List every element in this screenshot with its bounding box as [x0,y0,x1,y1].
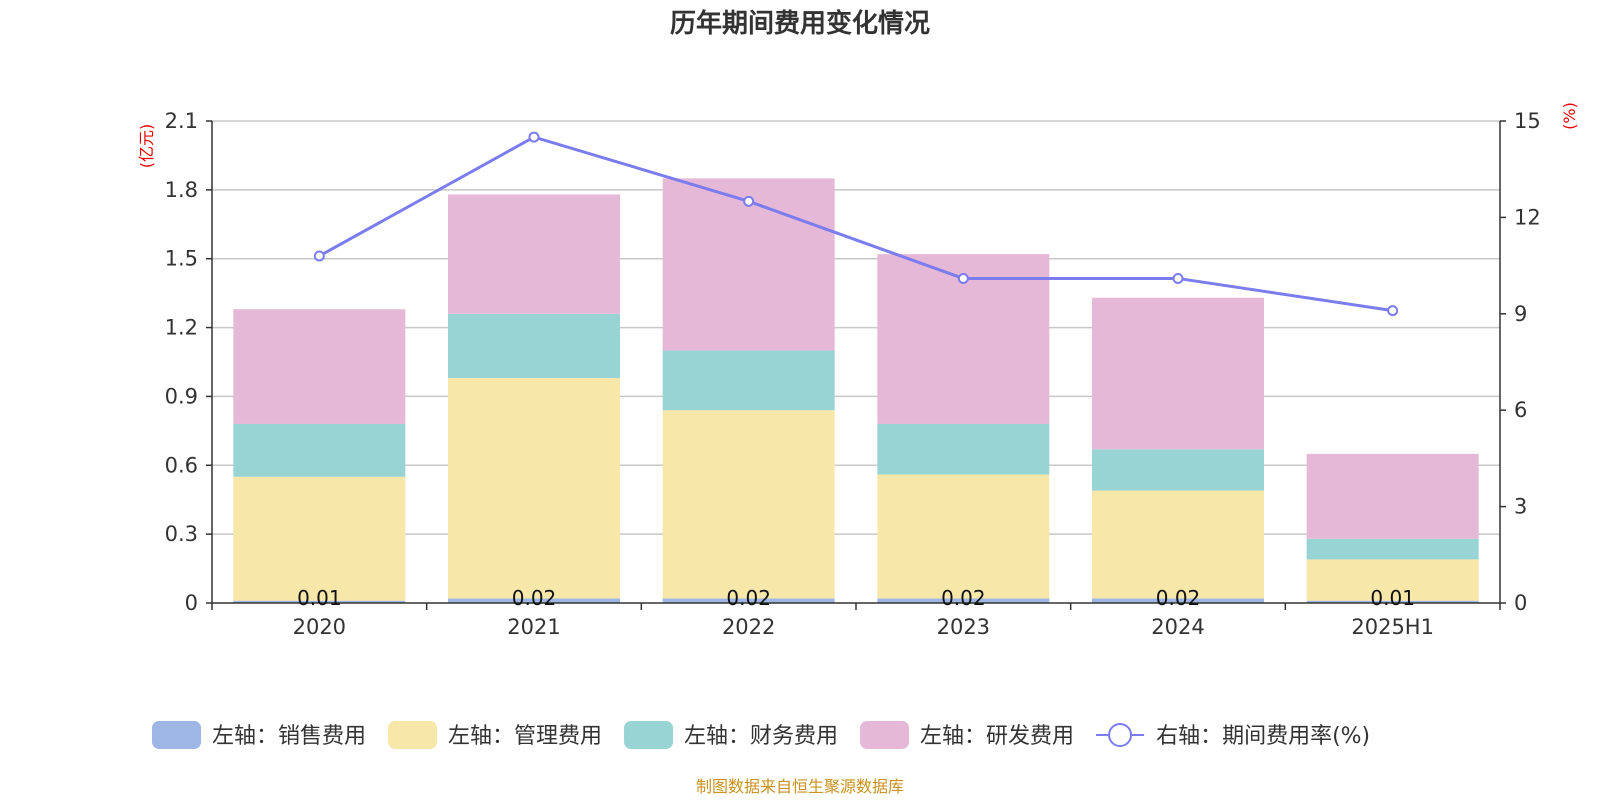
rate-point [1387,305,1399,317]
left-axis-tick-label: 0 [185,591,198,615]
bar-sales [448,598,620,603]
legend-swatch-rnd [860,721,910,749]
bar-rnd [448,194,620,314]
legend-label-rate: 右轴：期间费用率(%) [1156,724,1370,749]
left-axis-tick-label: 1.2 [165,316,198,340]
axes: 0 0.3 0.6 0.9 1.2 1.5 1.8 2.1 0 3 6 9 12 15 2020 2021 20… [165,109,1541,639]
rate-point [528,131,540,143]
left-axis-tick-label: 0.3 [165,522,198,546]
rate-point [1172,272,1184,284]
rate-line [318,135,1393,313]
x-axis-tick-label: 2024 [1151,615,1204,639]
right-axis-unit: (%) [1560,102,1579,130]
right-axis-tick-label: 12 [1514,205,1541,229]
legend-label-admin: 左轴：管理费用 [448,724,602,749]
bar-sales [877,598,1050,603]
rate-point [743,195,755,207]
bar-sales [1092,598,1264,603]
chart-title: 历年期间费用变化情况 [670,8,930,39]
bar-sales [1306,600,1479,603]
left-axis-unit: (亿元) [137,124,156,169]
left-axis-tick-label: 0.9 [165,384,198,408]
gridlines [212,120,1500,535]
bar-finance [662,350,835,411]
x-axis-tick-label: 2025H1 [1351,615,1434,639]
x-axis-tick-label: 2023 [937,615,990,639]
bar-finance [233,423,406,477]
data-label-sales: 0.02 [941,586,986,610]
bar-rnd [233,309,406,424]
legend-swatch-marker [1108,723,1133,747]
bar-sales [662,598,835,603]
data-label-sales: 0.01 [1370,586,1415,610]
legend-label-finance: 左轴：财务费用 [684,724,838,749]
data-label-sales: 0.02 [1156,586,1201,610]
bar-admin [877,474,1050,599]
rate-point [313,250,325,262]
bar-admin [448,378,620,599]
x-axis-tick-label: 2021 [507,615,560,639]
data-label-sales: 0.01 [297,586,342,610]
rate-point [957,272,969,284]
bar-admin [662,410,835,599]
bar-sales [233,600,406,603]
bar-rnd [662,178,835,351]
bar-layer [233,178,1479,603]
rate-line-layer [313,131,1399,317]
bar-finance [1092,449,1264,491]
right-axis-tick-label: 15 [1514,109,1541,133]
legend-swatch-admin [388,721,438,749]
right-axis-tick-label: 6 [1514,398,1527,422]
bar-finance [1306,538,1479,560]
bar-rnd [1092,297,1264,450]
bar-finance [877,423,1050,475]
left-axis-tick-label: 1.5 [165,247,198,271]
data-label-layer: 0.01 0.02 0.02 0.02 0.02 0.01 [297,586,1415,610]
right-axis-tick-label: 9 [1514,302,1527,326]
data-label-sales: 0.02 [512,586,557,610]
legend-swatch-finance [624,721,674,749]
x-axis-tick-label: 2020 [293,615,346,639]
data-label-sales: 0.02 [726,586,771,610]
bar-admin [1092,490,1264,599]
bar-rnd [1306,453,1479,539]
left-axis-tick-label: 0.6 [165,453,198,477]
bar-admin [1306,559,1479,601]
bar-admin [233,476,406,601]
legend-label-sales: 左轴：销售费用 [212,724,366,749]
legend-swatch-sales [152,721,201,749]
left-axis-tick-label: 2.1 [165,109,198,133]
right-axis-tick-label: 0 [1514,591,1527,615]
source-note: 制图数据来自恒生聚源数据库 [696,777,904,796]
left-axis-tick-label: 1.8 [165,178,198,202]
legend: 左轴：销售费用 左轴：管理费用 左轴：财务费用 左轴：研发费用 右轴：期间费用率(%) [152,721,1370,749]
x-axis-tick-label: 2022 [722,615,775,639]
right-axis-tick-label: 3 [1514,495,1527,519]
bar-finance [448,313,620,379]
legend-label-rnd: 左轴：研发费用 [920,724,1074,749]
